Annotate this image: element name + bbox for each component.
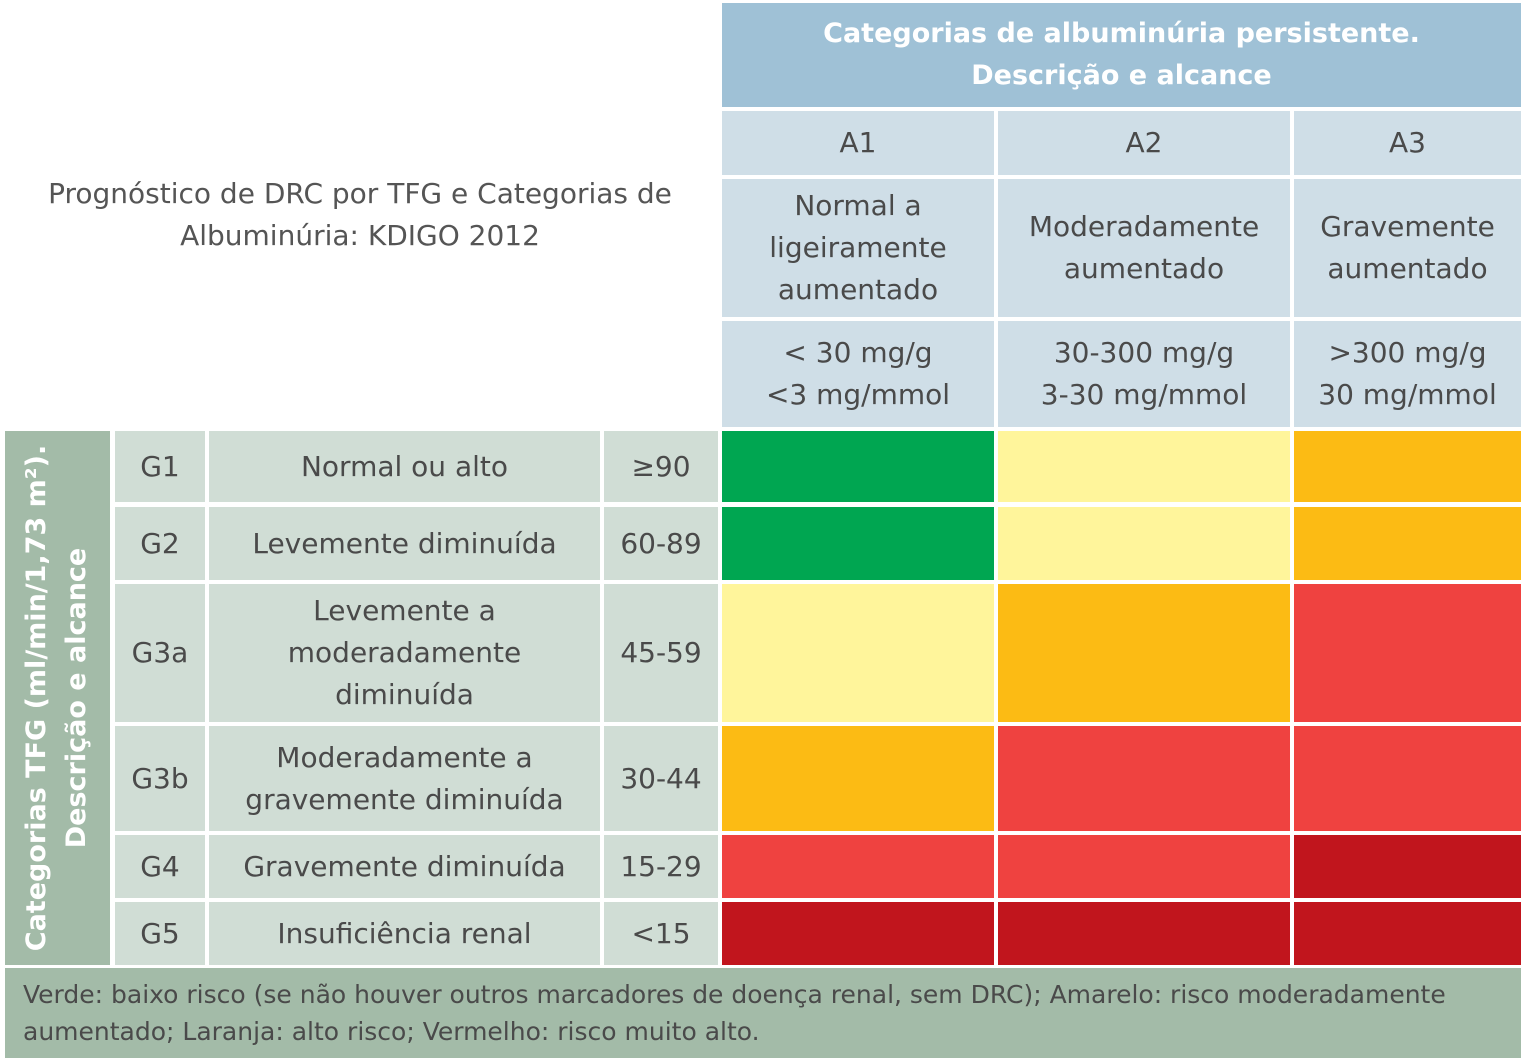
row-desc: Insuficiência renal xyxy=(209,902,600,965)
risk-cell-yellow xyxy=(998,507,1290,580)
column-code: A2 xyxy=(998,111,1290,175)
column-desc: Gravemente aumentado xyxy=(1294,179,1521,317)
side-line1: Categorias TFG (ml/min/1,73 m²). xyxy=(21,444,53,952)
row-desc: Gravemente diminuída xyxy=(209,835,600,898)
row-desc: Levemente diminuída xyxy=(209,507,600,580)
row-range: 45-59 xyxy=(604,584,718,722)
risk-cell-red xyxy=(998,835,1290,898)
risk-cell-red xyxy=(998,726,1290,831)
risk-cell-darkred xyxy=(998,902,1290,965)
risk-cell-red xyxy=(1294,726,1521,831)
risk-cell-yellow xyxy=(722,584,994,722)
row-range: 60-89 xyxy=(604,507,718,580)
column-desc: Moderadamente aumentado xyxy=(998,179,1290,317)
range-mg-mmol: <3 mg/mmol xyxy=(765,378,951,411)
risk-cell-red xyxy=(722,835,994,898)
risk-cell-orange xyxy=(1294,507,1521,580)
row-code: G1 xyxy=(115,431,205,502)
risk-cell-darkred xyxy=(1294,902,1521,965)
row-code: G5 xyxy=(115,902,205,965)
row-desc: Normal ou alto xyxy=(209,431,600,502)
range-mg-g: < 30 mg/g xyxy=(783,336,933,369)
column-range: >300 mg/g 30 mg/mmol xyxy=(1294,321,1521,427)
row-desc: Levemente a moderadamente diminuída xyxy=(209,584,600,722)
range-mg-g: 30-300 mg/g xyxy=(1053,336,1235,369)
column-desc: Normal a ligeiramente aumentado xyxy=(722,179,994,317)
range-mg-mmol: 30 mg/mmol xyxy=(1318,378,1497,411)
page-title: Prognóstico de DRC por TFG e Categorias … xyxy=(48,177,672,252)
row-range: <15 xyxy=(604,902,718,965)
risk-cell-green xyxy=(722,507,994,580)
row-desc: Moderadamente a gravemente diminuída xyxy=(209,726,600,831)
risk-cell-darkred xyxy=(1294,835,1521,898)
risk-cell-darkred xyxy=(722,902,994,965)
albuminuria-header: Categorias de albuminúria persistente. D… xyxy=(722,3,1521,107)
gfr-side-label: Categorias TFG (ml/min/1,73 m²). Descriçã… xyxy=(5,431,110,965)
risk-cell-orange xyxy=(998,584,1290,722)
range-mg-mmol: 3-30 mg/mmol xyxy=(1040,378,1248,411)
side-line2: Descrição e alcance xyxy=(61,547,93,849)
column-code: A1 xyxy=(722,111,994,175)
risk-cell-red xyxy=(1294,584,1521,722)
row-range: 30-44 xyxy=(604,726,718,831)
column-code: A3 xyxy=(1294,111,1521,175)
column-range: < 30 mg/g <3 mg/mmol xyxy=(722,321,994,427)
risk-cell-orange xyxy=(1294,431,1521,502)
row-code: G4 xyxy=(115,835,205,898)
range-mg-g: >300 mg/g xyxy=(1328,336,1487,369)
risk-cell-orange xyxy=(722,726,994,831)
header-line2: Descrição e alcance xyxy=(971,60,1272,91)
risk-cell-green xyxy=(722,431,994,502)
row-code: G2 xyxy=(115,507,205,580)
row-range: ≥90 xyxy=(604,431,718,502)
risk-cell-yellow xyxy=(998,431,1290,502)
legend-footer: Verde: baixo risco (se não houver outros… xyxy=(5,968,1521,1058)
row-code: G3b xyxy=(115,726,205,831)
row-range: 15-29 xyxy=(604,835,718,898)
row-code: G3a xyxy=(115,584,205,722)
header-line1: Categorias de albuminúria persistente. xyxy=(823,18,1420,49)
column-range: 30-300 mg/g 3-30 mg/mmol xyxy=(998,321,1290,427)
